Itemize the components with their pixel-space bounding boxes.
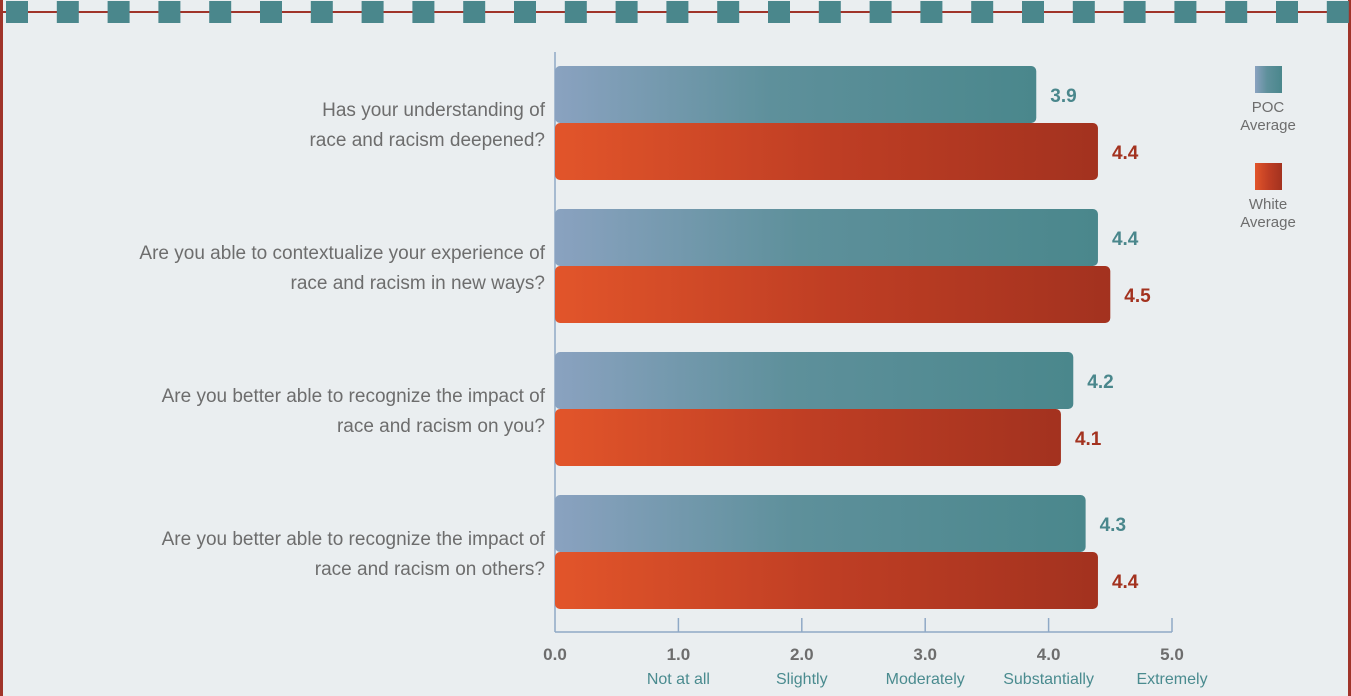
border-square [768, 1, 790, 23]
x-tick-label: 0.0 [543, 645, 567, 664]
bar-value-label: 4.4 [1112, 143, 1139, 164]
border-square [717, 1, 740, 23]
legend-swatch-poc [1255, 66, 1282, 93]
bar-value-label: 3.9 [1050, 86, 1076, 107]
border-square [971, 1, 994, 23]
poc-bar [555, 352, 1074, 409]
border-square [310, 1, 333, 23]
border-square [56, 1, 79, 23]
border-square [1123, 1, 1146, 23]
poc-bar [555, 66, 1037, 123]
question-label: Are you able to contextualize your exper… [139, 243, 545, 294]
border-square [1072, 1, 1095, 23]
question-label: Has your understanding of race and racism… [309, 100, 545, 151]
bar-value-label: 4.2 [1087, 372, 1113, 393]
white-bar [555, 409, 1061, 466]
border-square [1326, 1, 1349, 23]
border-square [6, 1, 28, 23]
x-tick-label: 1.0 [667, 645, 691, 664]
x-tick-description: Slightly [776, 671, 828, 688]
border-square [920, 1, 943, 23]
x-tick-label: 5.0 [1160, 645, 1184, 664]
border-square [514, 1, 536, 23]
border-square [107, 1, 130, 23]
x-tick-description: Moderately [886, 671, 965, 688]
bar-value-label: 4.5 [1124, 286, 1151, 307]
question-label: Are you better able to recognize the imp… [162, 529, 546, 580]
bar-value-label: 4.4 [1112, 229, 1139, 250]
poc-bar [555, 209, 1098, 266]
border-square [1022, 1, 1044, 23]
x-tick-description: Not at all [647, 671, 710, 688]
border-square [564, 1, 587, 23]
white-bar [555, 552, 1098, 609]
x-tick-description: Extremely [1136, 671, 1207, 688]
border-square [209, 1, 232, 23]
border-square [412, 1, 435, 23]
legend-label: White Average [1240, 196, 1296, 231]
x-tick-label: 4.0 [1037, 645, 1061, 664]
decorative-top-border [3, 1, 1351, 23]
x-tick-description: Substantially [1003, 671, 1094, 688]
x-tick-label: 3.0 [913, 645, 937, 664]
border-square [1276, 1, 1298, 23]
white-bar [555, 123, 1098, 180]
poc-bar [555, 495, 1086, 552]
border-square [1174, 1, 1197, 23]
border-square [1225, 1, 1248, 23]
border-square [869, 1, 892, 23]
border-square [666, 1, 689, 23]
bar-value-label: 4.4 [1112, 572, 1139, 593]
border-square [463, 1, 486, 23]
border-square [260, 1, 282, 23]
border-square [361, 1, 384, 23]
bar-chart: 0.0 1.0 Not at all 2.0 Slightly 3.0 Moderately… [139, 52, 1296, 688]
legend-swatch-white [1255, 163, 1282, 190]
legend-label: POC Average [1240, 99, 1296, 134]
question-label: Are you better able to recognize the imp… [162, 386, 546, 437]
border-square [158, 1, 181, 23]
border-square [615, 1, 638, 23]
white-bar [555, 266, 1111, 323]
bar-value-label: 4.3 [1100, 515, 1126, 536]
bar-value-label: 4.1 [1075, 429, 1102, 450]
border-square [818, 1, 841, 23]
x-tick-label: 2.0 [790, 645, 814, 664]
